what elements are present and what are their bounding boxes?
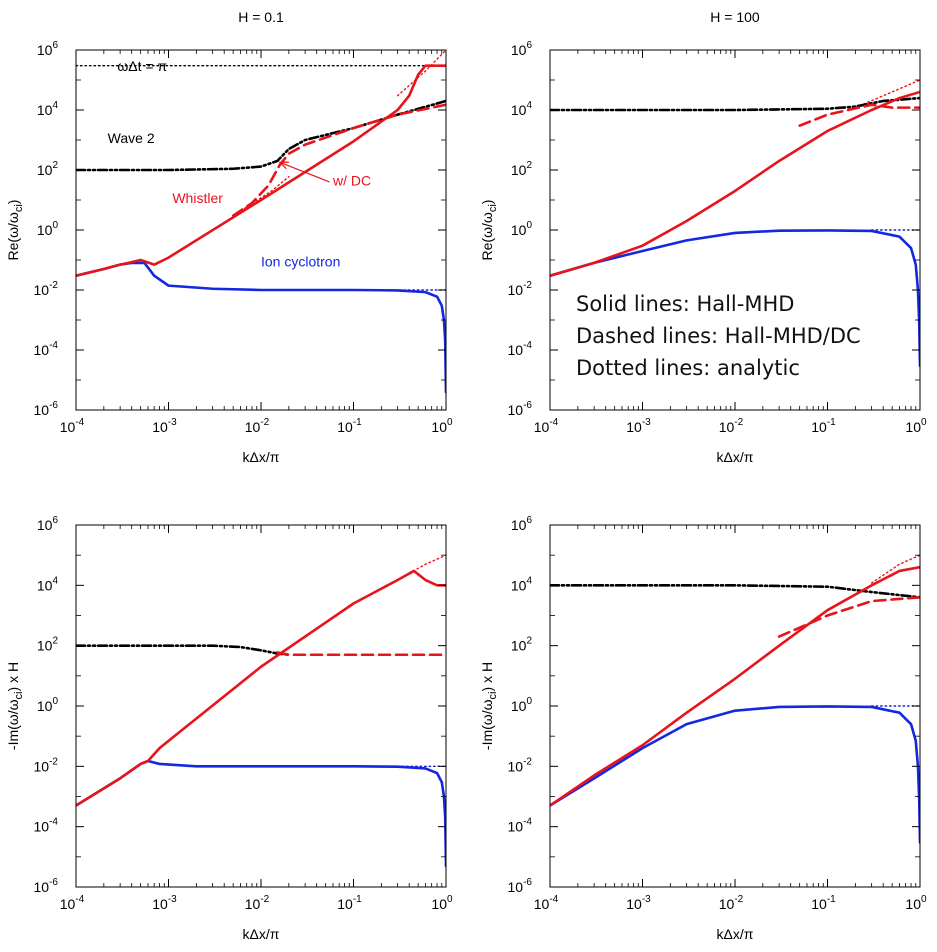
y-tick-label: 104 [37,100,59,118]
series-line-dashdotdot [550,584,920,599]
y-tick-label: 106 [511,515,533,533]
y-axis-label: -Im(ω/ωci) x H [5,662,25,750]
y-tick-label: 104 [511,575,533,593]
y-tick-label: 10-2 [508,280,533,298]
panel-title: H = 0.1 [238,9,284,25]
series-line-dashed [777,596,920,638]
y-tick-label: 10-6 [34,400,59,418]
legend-note: Dashed lines: Hall-MHD/DC [576,324,861,348]
x-tick-label: 100 [431,417,453,435]
x-tick-label: 10-2 [719,417,744,435]
series-line-dashed [275,651,446,657]
x-tick-label: 10-1 [811,894,836,912]
panel-title: H = 100 [710,9,760,25]
x-tick-label: 100 [431,894,453,912]
y-tick-label: 100 [511,696,533,714]
arrow-head [278,161,289,170]
y-tick-label: 100 [37,696,59,714]
x-axis-label: kΔx/π [717,926,754,942]
x-tick-label: 10-4 [60,894,85,912]
series-line-dashed [231,103,446,217]
series-line-dashdotdot [76,644,291,657]
y-tick-label: 10-4 [508,340,533,358]
panel-4: 10-4 10-3 10-2 10-1 10010-610-410-2100102104… [479,515,927,942]
series-line-dotted [854,79,920,109]
y-tick-label: 100 [37,220,59,238]
y-tick-label: 10-6 [508,877,533,895]
y-tick-label: 102 [37,160,59,178]
legend-note: Dotted lines: analytic [576,356,800,380]
annotation: Whistler [172,190,223,206]
y-axis-label: -Im(ω/ωci) x H [479,662,499,750]
y-tick-label: 10-4 [34,340,59,358]
y-tick-label: 106 [511,40,533,58]
x-tick-label: 10-4 [60,417,85,435]
series-line-solid [76,64,446,277]
y-tick-label: 10-2 [34,756,59,774]
y-tick-label: 10-2 [508,756,533,774]
series-line-dotted [870,554,920,584]
y-tick-label: 106 [37,40,59,58]
series-line-dashdotdot [550,96,920,112]
series-line-dotted [396,50,446,97]
y-tick-label: 10-6 [508,400,533,418]
y-tick-label: 104 [37,575,59,593]
y-tick-label: 10-4 [34,817,59,835]
annotation-arrow [279,161,330,183]
x-tick-label: 10-2 [245,894,270,912]
y-tick-label: 104 [511,100,533,118]
x-tick-label: 100 [905,417,927,435]
x-tick-label: 10-3 [152,894,177,912]
y-tick-label: 100 [511,220,533,238]
x-axis-label: kΔx/π [243,926,280,942]
x-tick-label: 10-4 [534,894,559,912]
series-line-dashed [798,103,920,127]
y-tick-label: 10-6 [34,877,59,895]
panel-1: H = 0.110-4 10-3 10-2 10-1 10010-610-410-210… [5,9,453,465]
series-line-solid [550,565,920,807]
x-tick-label: 10-1 [337,417,362,435]
annotation: ωΔt = π [117,58,167,74]
series-line-solid [550,705,920,844]
y-tick-label: 10-4 [508,817,533,835]
annotation: Ion cyclotron [261,254,340,270]
series-line-solid [550,90,920,277]
annotation: Wave 2 [108,130,155,146]
annotation: w/ DC [332,173,371,189]
series-line-solid [76,261,446,394]
x-tick-label: 10-1 [811,417,836,435]
plot-frame [75,49,447,411]
x-tick-label: 10-2 [719,894,744,912]
y-axis-label: Re(ω/ωci) [5,200,25,261]
y-tick-label: 10-2 [34,280,59,298]
y-tick-label: 106 [37,515,59,533]
x-tick-label: 10-3 [152,417,177,435]
legend-note: Solid lines: Hall-MHD [576,292,794,316]
series-line-solid [550,229,920,367]
x-tick-label: 10-3 [626,894,651,912]
x-tick-label: 10-3 [626,417,651,435]
y-tick-label: 102 [511,636,533,654]
panel-3: 10-4 10-3 10-2 10-1 10010-610-410-2100102104… [5,515,453,942]
plot-frame [75,524,447,888]
series-line-solid [76,569,446,807]
series-line-solid [76,759,446,868]
x-axis-label: kΔx/π [717,449,754,465]
x-tick-label: 10-2 [245,417,270,435]
x-tick-label: 10-1 [337,894,362,912]
x-axis-label: kΔx/π [243,449,280,465]
y-axis-label: Re(ω/ωci) [479,200,499,261]
x-tick-label: 10-4 [534,417,559,435]
x-tick-label: 100 [905,894,927,912]
y-tick-label: 102 [511,160,533,178]
series-line-dotted [232,175,290,217]
y-tick-label: 102 [37,636,59,654]
